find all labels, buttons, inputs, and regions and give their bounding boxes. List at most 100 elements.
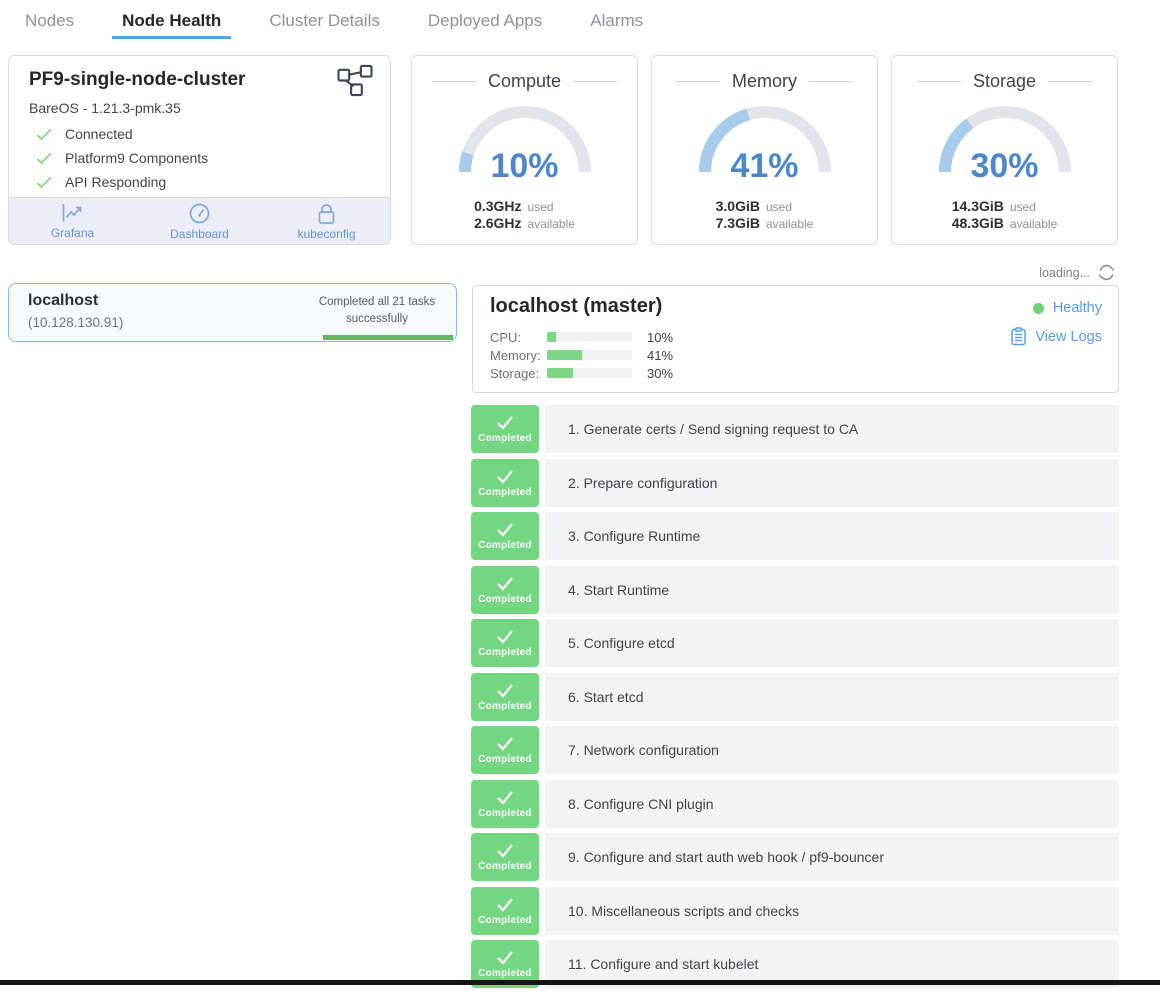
task-row: Completed 4. Start Runtime xyxy=(471,565,1119,614)
task-status-label: Completed xyxy=(478,700,532,712)
task-label: 1. Generate certs / Send signing request… xyxy=(568,421,859,437)
divider-line xyxy=(431,81,476,82)
available-label: available xyxy=(527,217,575,231)
task-description: 6. Start etcd xyxy=(545,672,1119,721)
check-icon xyxy=(36,128,52,140)
task-label: 4. Start Runtime xyxy=(568,581,670,598)
task-status-badge: Completed xyxy=(471,726,539,774)
resource-row: Storage: 30% xyxy=(490,364,673,382)
task-description: 1. Generate certs / Send signing request… xyxy=(545,405,1119,453)
task-row: Completed 10. Miscellaneous scripts and … xyxy=(471,886,1119,935)
task-status-badge: Completed xyxy=(471,512,539,560)
resource-usage-list: CPU: 10% Memory: 41% Storage: 30% xyxy=(490,328,673,382)
refresh-icon[interactable] xyxy=(1097,263,1116,282)
loading-text: loading... xyxy=(1039,265,1090,280)
check-icon xyxy=(36,152,52,164)
resource-row: CPU: 10% xyxy=(490,328,673,346)
resource-bar-track xyxy=(547,332,632,342)
task-description: 5. Configure etcd xyxy=(545,619,1119,667)
node-task-status: Completed all 21 tasks successfully xyxy=(318,296,436,325)
task-label: 2. Prepare configuration xyxy=(568,474,718,491)
used-label: used xyxy=(765,200,793,214)
health-check-label: API Responding xyxy=(65,174,167,190)
task-status-badge: Completed xyxy=(471,779,539,828)
resource-bar-fill xyxy=(547,332,556,342)
resource-bar-track xyxy=(547,350,632,360)
gauge-percent: 10% xyxy=(490,147,559,185)
resource-bar-fill xyxy=(547,368,573,378)
install-task-list: Completed 1. Generate certs / Send signi… xyxy=(471,405,1119,994)
health-label: Healthy xyxy=(1052,300,1102,316)
task-row: Completed 3. Configure Runtime xyxy=(471,512,1119,560)
cluster-topology-icon xyxy=(336,64,374,97)
task-label: 3. Configure Runtime xyxy=(568,528,701,544)
task-status-badge: Completed xyxy=(471,619,539,667)
logs-clipboard-icon xyxy=(1011,327,1027,346)
gauge-arc xyxy=(938,106,1071,173)
gauge-header: Storage xyxy=(892,71,1117,92)
check-icon xyxy=(497,630,513,644)
task-description: 3. Configure Runtime xyxy=(545,512,1119,560)
resource-bar-fill xyxy=(547,350,582,360)
task-label: 5. Configure etcd xyxy=(568,635,675,651)
kubeconfig-label: kubeconfig xyxy=(297,226,356,241)
check-icon xyxy=(497,416,513,430)
gauge-card: Compute 10% 0.3GHz used 2.6GHz available xyxy=(411,55,638,245)
kubeconfig-button[interactable]: kubeconfig xyxy=(263,198,390,244)
task-status-label: Completed xyxy=(478,754,532,765)
task-row: Completed 8. Configure CNI plugin xyxy=(471,779,1119,828)
tab-cluster-details[interactable]: Cluster Details xyxy=(269,11,380,30)
node-ip: (10.128.130.91) xyxy=(28,315,124,330)
cluster-health-checks: Connected Platform9 Components API Respo… xyxy=(36,122,208,194)
task-status-label: Completed xyxy=(478,968,532,979)
task-status-badge: Completed xyxy=(471,672,539,721)
task-label: 6. Start etcd xyxy=(568,688,644,705)
task-label: 9. Configure and start auth web hook / p… xyxy=(568,849,884,865)
divider-line xyxy=(675,81,720,82)
tab-nodes[interactable]: Nodes xyxy=(25,11,75,30)
tab-deployed-apps[interactable]: Deployed Apps xyxy=(427,11,543,30)
gauge-percent: 30% xyxy=(970,147,1039,185)
task-description: 4. Start Runtime xyxy=(545,565,1119,614)
task-status-label: Completed xyxy=(478,593,532,605)
used-value: 14.3GiB xyxy=(951,198,1004,214)
gauge-arc xyxy=(698,106,831,173)
resource-bar-track xyxy=(547,368,632,378)
task-row: Completed 6. Start etcd xyxy=(471,672,1119,721)
tab-node-health[interactable]: Node Health xyxy=(112,11,232,39)
gauge-title: Compute xyxy=(487,71,562,91)
view-logs-link[interactable]: View Logs xyxy=(1010,327,1102,346)
healthy-dot-icon xyxy=(1032,302,1044,314)
node-progress-bar xyxy=(323,335,453,340)
gauge-header: Memory xyxy=(652,71,877,92)
check-icon xyxy=(497,683,513,698)
node-detail-title: localhost (master) xyxy=(490,295,663,317)
used-value: 3.0GiB xyxy=(715,198,760,214)
resource-percent: 41% xyxy=(647,347,674,363)
health-check-label: Platform9 Components xyxy=(65,150,209,166)
health-check-row: Platform9 Components xyxy=(36,146,208,170)
gauge-percent: 41% xyxy=(730,147,799,185)
available-label: available xyxy=(765,217,814,231)
resource-row: Memory: 41% xyxy=(490,346,673,364)
gauge-arc xyxy=(458,106,591,173)
lock-icon xyxy=(318,203,335,224)
tab-bar: Nodes Node Health Cluster Details Deploy… xyxy=(0,0,1160,39)
node-list-item-localhost[interactable]: localhost (10.128.130.91) Completed all … xyxy=(8,283,457,342)
gauge-card: Memory 41% 3.0GiB used 7.3GiB available xyxy=(651,55,878,245)
gauge-stats: 14.3GiB used 48.3GiB available xyxy=(952,198,1058,232)
divider-line xyxy=(809,81,853,82)
health-status-badge: Healthy xyxy=(1032,300,1102,316)
resource-percent: 10% xyxy=(647,329,674,345)
window-bottom-edge xyxy=(0,980,1160,985)
dashboard-button[interactable]: Dashboard xyxy=(136,198,263,244)
dashboard-label: Dashboard xyxy=(170,226,229,241)
cluster-name: PF9-single-node-cluster xyxy=(29,69,246,90)
grafana-button[interactable]: Grafana xyxy=(9,198,136,244)
task-status-badge: Completed xyxy=(471,886,539,935)
resource-percent: 30% xyxy=(647,365,674,381)
task-label: 7. Network configuration xyxy=(568,742,719,758)
tab-alarms[interactable]: Alarms xyxy=(590,11,644,30)
task-description: 9. Configure and start auth web hook / p… xyxy=(545,833,1119,881)
task-label: 11. Configure and start kubelet xyxy=(568,956,759,972)
